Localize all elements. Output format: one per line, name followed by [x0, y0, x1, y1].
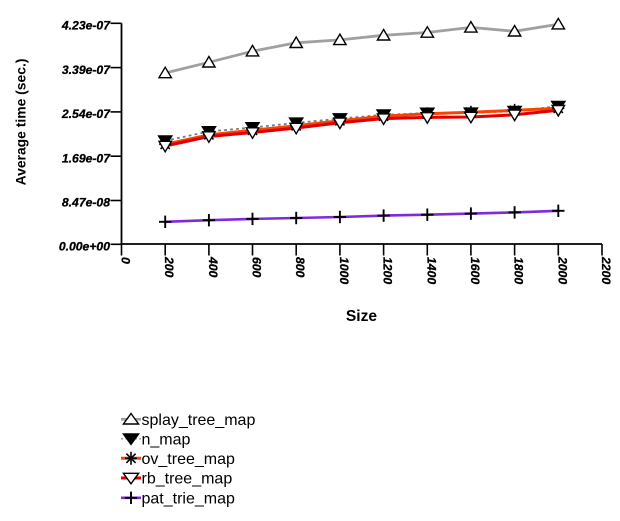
svg-text:200: 200 [162, 256, 176, 278]
svg-text:2.54e-07: 2.54e-07 [61, 107, 111, 121]
svg-text:3.39e-07: 3.39e-07 [62, 63, 111, 77]
svg-text:ov_tree_map: ov_tree_map [142, 451, 235, 468]
svg-text:2000: 2000 [555, 256, 569, 284]
svg-text:0: 0 [119, 257, 133, 264]
svg-text:Average time (sec.): Average time (sec.) [13, 59, 29, 186]
svg-text:8.47e-08: 8.47e-08 [62, 196, 110, 210]
svg-text:rb_tree_map: rb_tree_map [142, 471, 233, 488]
svg-text:4.23e-07: 4.23e-07 [61, 19, 111, 33]
svg-text:0.00e+00: 0.00e+00 [59, 240, 110, 254]
svg-text:400: 400 [206, 256, 220, 278]
svg-text:Size: Size [346, 308, 378, 325]
svg-text:1800: 1800 [512, 257, 526, 284]
svg-text:1200: 1200 [381, 257, 395, 284]
svg-text:pat_trie_map: pat_trie_map [142, 490, 235, 507]
svg-text:1.69e-07: 1.69e-07 [62, 151, 111, 165]
svg-text:1400: 1400 [424, 257, 438, 284]
svg-text:1600: 1600 [468, 257, 482, 284]
svg-text:n_map: n_map [142, 431, 191, 448]
svg-text:1000: 1000 [337, 257, 351, 284]
svg-text:2200: 2200 [599, 256, 613, 284]
svg-text:800: 800 [293, 257, 307, 278]
svg-text:splay_tree_map: splay_tree_map [142, 412, 256, 429]
svg-text:600: 600 [250, 257, 264, 278]
